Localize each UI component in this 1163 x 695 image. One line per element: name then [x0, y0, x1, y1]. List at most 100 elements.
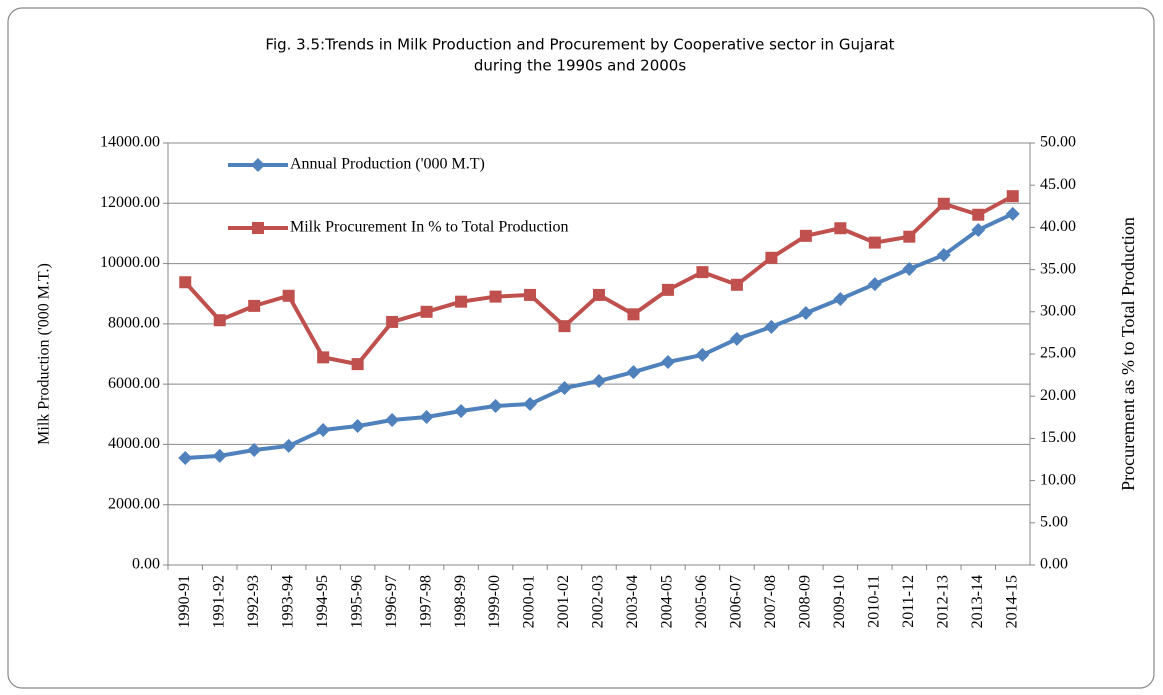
- data-point: [212, 448, 227, 463]
- data-point: [524, 288, 537, 301]
- data-point: [592, 373, 606, 388]
- data-point: [179, 276, 192, 289]
- x-tick-label: 1991-92: [210, 575, 227, 628]
- x-tick-label: 2007-08: [762, 575, 779, 628]
- y2-tick-label: 15.00: [1040, 429, 1076, 446]
- x-tick-label: 2012-13: [934, 575, 951, 628]
- data-point: [833, 291, 848, 306]
- x-tick-label: 1992-93: [245, 575, 262, 628]
- x-tick-label: 2014-15: [1003, 575, 1020, 628]
- data-point: [248, 299, 261, 312]
- x-tick-label: 2005-06: [693, 575, 710, 628]
- x-tick-label: 2000-01: [521, 575, 538, 628]
- x-tick-label: 1999-00: [486, 575, 503, 628]
- data-point: [696, 266, 709, 279]
- data-point: [523, 397, 538, 412]
- y2-tick-label: 10.00: [1040, 471, 1076, 488]
- y2-axis-label: Procurement as % to Total Production: [1118, 217, 1138, 491]
- x-tick-label: 1995-96: [348, 575, 365, 628]
- chart-frame: [7, 7, 1155, 689]
- data-point: [765, 251, 778, 264]
- legend-marker: [251, 158, 265, 172]
- x-tick-label: 1998-99: [452, 575, 469, 628]
- data-point: [971, 222, 986, 237]
- data-point: [386, 315, 399, 328]
- y2-tick-label: 5.00: [1040, 513, 1068, 530]
- data-point: [593, 288, 605, 301]
- y-tick-label: 0.00: [132, 556, 160, 573]
- data-point: [282, 289, 295, 302]
- x-tick-label: 1990-91: [176, 575, 193, 628]
- data-point: [385, 413, 400, 428]
- chart-title: during the 1990s and 2000s: [474, 57, 686, 75]
- data-point: [420, 305, 433, 318]
- data-point: [868, 236, 881, 249]
- data-point: [557, 381, 572, 396]
- data-point: [903, 230, 916, 243]
- data-point: [867, 277, 882, 292]
- x-tick-label: 2013-14: [969, 575, 986, 628]
- y-axis-label: Milk Production ('000 M.T.): [36, 263, 53, 445]
- y-tick-label: 10000.00: [100, 254, 160, 271]
- data-point: [178, 450, 193, 465]
- y-tick-label: 14000.00: [100, 134, 160, 151]
- data-point: [798, 306, 813, 321]
- data-point: [627, 308, 640, 321]
- y-tick-label: 12000.00: [100, 194, 160, 211]
- y2-tick-label: 45.00: [1040, 176, 1076, 193]
- y2-tick-label: 25.00: [1040, 345, 1076, 362]
- data-point: [834, 222, 847, 235]
- data-point: [1005, 206, 1020, 221]
- y2-tick-label: 40.00: [1040, 218, 1076, 235]
- x-tick-label: 2003-04: [624, 575, 641, 628]
- x-tick-label: 2002-03: [590, 575, 607, 628]
- y2-tick-label: 35.00: [1040, 260, 1076, 277]
- data-point: [799, 229, 812, 242]
- y-tick-label: 2000.00: [108, 495, 160, 512]
- y-tick-label: 4000.00: [108, 435, 160, 452]
- data-point: [247, 443, 262, 458]
- x-tick-label: 2009-10: [831, 575, 848, 628]
- x-tick-label: 1996-97: [383, 575, 400, 628]
- data-point: [419, 409, 434, 424]
- data-point: [316, 422, 331, 437]
- x-tick-label: 1994-95: [314, 575, 331, 628]
- data-point: [626, 365, 641, 380]
- x-tick-label: 2011-12: [900, 575, 917, 628]
- data-point: [730, 278, 743, 291]
- data-point: [936, 247, 951, 262]
- data-point: [351, 358, 364, 371]
- y-tick-label: 6000.00: [108, 375, 160, 392]
- x-tick-label: 2001-02: [555, 575, 572, 628]
- x-tick-label: 2010-11: [866, 575, 883, 628]
- data-point: [661, 283, 674, 296]
- legend-label: Milk Procurement In % to Total Productio…: [290, 219, 569, 236]
- data-point: [558, 320, 571, 333]
- data-point: [489, 290, 502, 303]
- chart-title: Fig. 3.5:Trends in Milk Production and P…: [265, 36, 894, 54]
- legend-marker: [252, 222, 264, 234]
- y2-tick-label: 20.00: [1040, 387, 1076, 404]
- data-point: [660, 354, 675, 369]
- data-point: [488, 398, 503, 413]
- data-point: [455, 295, 468, 308]
- y2-tick-label: 50.00: [1040, 134, 1076, 151]
- data-point: [764, 319, 779, 334]
- data-point: [350, 419, 365, 434]
- x-tick-label: 2004-05: [659, 575, 676, 628]
- data-point: [937, 197, 950, 210]
- data-point: [902, 261, 917, 276]
- legend-label: Annual Production ('000 M.T): [290, 156, 485, 173]
- data-point: [317, 351, 330, 364]
- data-point: [695, 347, 710, 362]
- data-point: [729, 331, 744, 346]
- data-point: [454, 403, 469, 418]
- x-tick-label: 1997-98: [417, 575, 434, 628]
- data-point: [213, 314, 226, 327]
- x-tick-label: 2008-09: [797, 575, 814, 628]
- x-tick-label: 1993-94: [279, 575, 296, 628]
- x-tick-label: 2006-07: [728, 575, 745, 628]
- y-tick-label: 8000.00: [108, 315, 160, 332]
- data-point: [1006, 190, 1019, 203]
